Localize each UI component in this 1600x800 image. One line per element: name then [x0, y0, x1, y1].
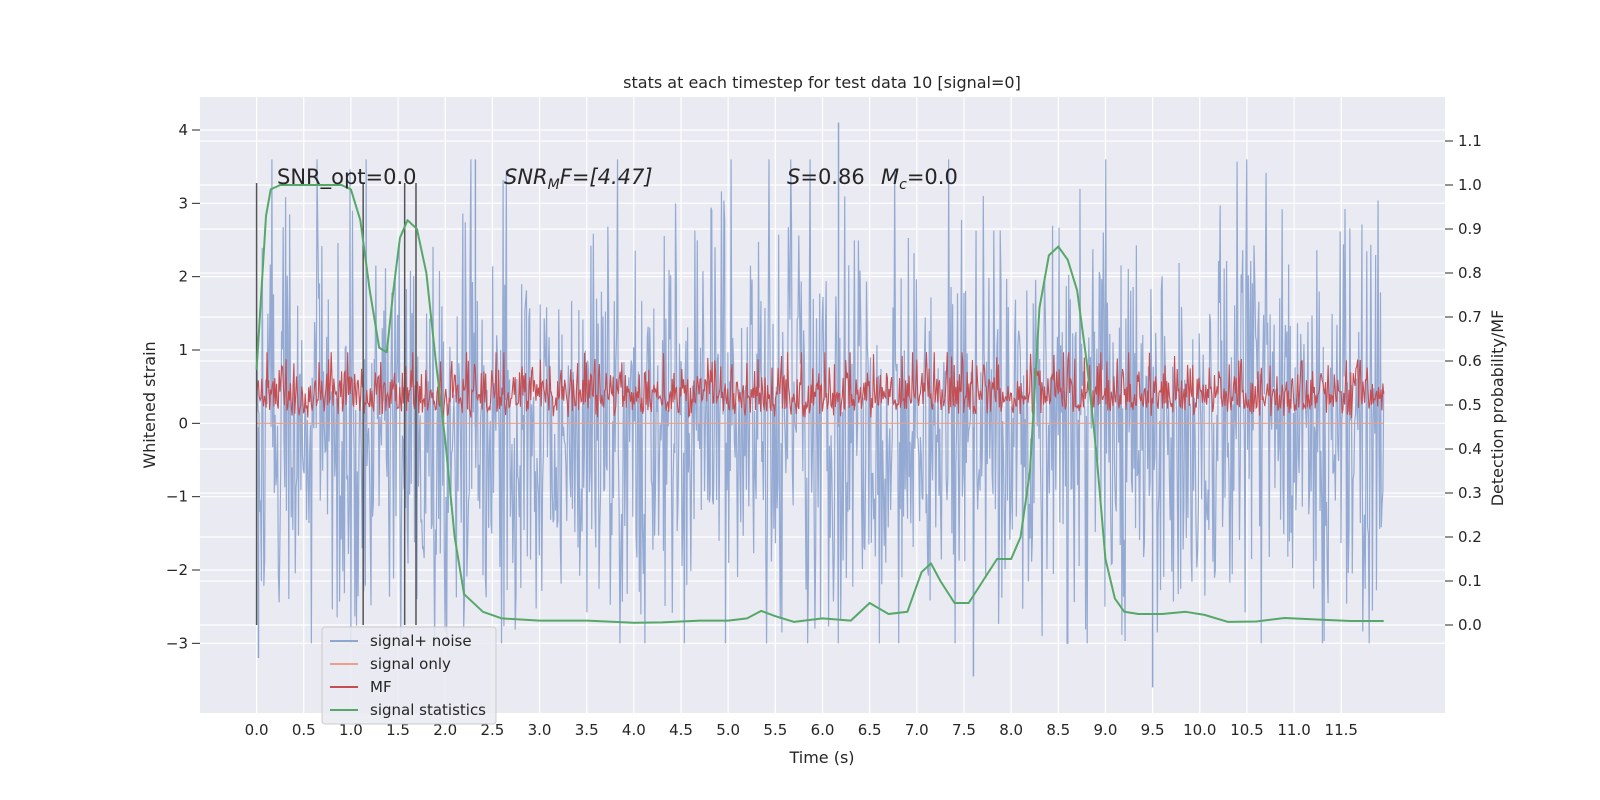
snr-mf-symbol: SNR [504, 165, 548, 189]
snr-mf-subscript: M [548, 177, 560, 193]
right-y-tick-label: 0.7 [1458, 308, 1482, 326]
x-tick-label: 3.0 [528, 721, 552, 739]
right-y-tick-label: 0.5 [1458, 396, 1482, 414]
right-y-axis-label: Detection probability/MF [1488, 310, 1507, 507]
s-value: =0.86 [800, 165, 864, 189]
x-tick-label: 2.5 [480, 721, 504, 739]
left-y-tick-label: 0 [178, 414, 188, 432]
left-y-tick-label: −3 [166, 634, 188, 652]
x-tick-label: 10.0 [1183, 721, 1216, 739]
snr-opt-annotation: SNR_opt=0.0 [277, 165, 417, 190]
x-tick-label: 5.5 [763, 721, 787, 739]
legend-label: signal statistics [370, 701, 486, 719]
s-symbol: S [787, 165, 800, 189]
left-y-tick-label: −2 [166, 561, 188, 579]
signal-statistics-series [255, 184, 1384, 624]
right-y-tick-label: 0.8 [1458, 264, 1482, 282]
legend: signal+ noise signal only MF signal statist… [321, 626, 497, 725]
legend-frame [321, 626, 497, 725]
mf-series [256, 352, 1385, 419]
x-tick-label: 1.5 [386, 721, 410, 739]
x-tick-label: 7.5 [952, 721, 976, 739]
x-tick-label: 6.5 [858, 721, 882, 739]
left-y-tick-label: −1 [166, 488, 188, 506]
s-annotation: S=0.86 [787, 165, 865, 189]
legend-entry: MF [330, 678, 392, 696]
right-y-tick-label: 1.0 [1458, 176, 1482, 194]
left-y-tick-label: 2 [178, 268, 188, 286]
mf-line [256, 352, 1385, 419]
x-tick-label: 8.0 [999, 721, 1023, 739]
x-tick-label: 4.5 [669, 721, 693, 739]
right-y-tick-label: 0.2 [1458, 528, 1482, 546]
x-tick-label: 2.0 [433, 721, 457, 739]
mc-symbol: M [881, 165, 899, 189]
chart-title: stats at each timestep for test data 10 … [623, 73, 1021, 92]
legend-entry: signal+ noise [330, 632, 472, 650]
right-y-tick-label: 1.1 [1458, 132, 1482, 150]
left-y-axis-ticks: −3 −2 −1 0 1 2 3 4 [166, 121, 200, 652]
x-tick-label: 1.0 [339, 721, 363, 739]
x-tick-label: 6.0 [811, 721, 835, 739]
right-y-axis-ticks: 0.0 0.1 0.2 0.3 0.4 0.5 0.6 0.7 0.8 0.9 1.0 1.1 [1445, 132, 1482, 634]
legend-label: signal+ noise [370, 632, 472, 650]
x-tick-label: 7.0 [905, 721, 929, 739]
legend-label: MF [370, 678, 392, 696]
legend-label: signal only [370, 655, 451, 673]
mc-value: =0.0 [907, 165, 958, 189]
right-y-tick-label: 0.0 [1458, 616, 1482, 634]
signal-plus-noise-line [255, 159, 1385, 644]
signal-plus-noise-series [255, 122, 1385, 688]
x-axis-ticks: 0.0 0.5 1.0 1.5 2.0 2.5 3.0 3.5 4.0 4.5 5.0 5.5 6.0 6… [245, 721, 1358, 739]
right-y-tick-label: 0.6 [1458, 352, 1482, 370]
x-tick-label: 4.0 [622, 721, 646, 739]
left-y-tick-label: 1 [178, 341, 188, 359]
right-y-tick-label: 0.1 [1458, 572, 1482, 590]
signal-statistics-line [255, 184, 1384, 624]
x-tick-label: 3.5 [575, 721, 599, 739]
x-tick-label: 9.5 [1141, 721, 1165, 739]
x-axis-label: Time (s) [788, 748, 854, 767]
legend-entry: signal only [330, 655, 451, 673]
snr-mf-value: F=[4.47] [560, 165, 653, 189]
left-y-axis-label: Whitened strain [140, 341, 159, 468]
mc-subscript: c [899, 177, 907, 193]
x-tick-label: 11.0 [1277, 721, 1310, 739]
x-tick-label: 11.5 [1325, 721, 1358, 739]
x-tick-label: 8.5 [1046, 721, 1070, 739]
left-y-tick-label: 3 [178, 194, 188, 212]
snr-mf-annotation: SNRMF=[4.47] [504, 165, 653, 193]
mc-annotation: Mc=0.0 [881, 165, 958, 193]
right-y-tick-label: 0.3 [1458, 484, 1482, 502]
legend-entry: signal statistics [330, 701, 486, 719]
right-y-tick-label: 0.9 [1458, 220, 1482, 238]
x-tick-label: 9.0 [1094, 721, 1118, 739]
right-y-tick-label: 0.4 [1458, 440, 1482, 458]
x-tick-label: 5.0 [716, 721, 740, 739]
x-tick-label: 10.5 [1230, 721, 1263, 739]
x-tick-label: 0.0 [245, 721, 269, 739]
vertical-markers [255, 183, 417, 625]
x-tick-label: 0.5 [292, 721, 316, 739]
left-y-tick-label: 4 [178, 121, 188, 139]
